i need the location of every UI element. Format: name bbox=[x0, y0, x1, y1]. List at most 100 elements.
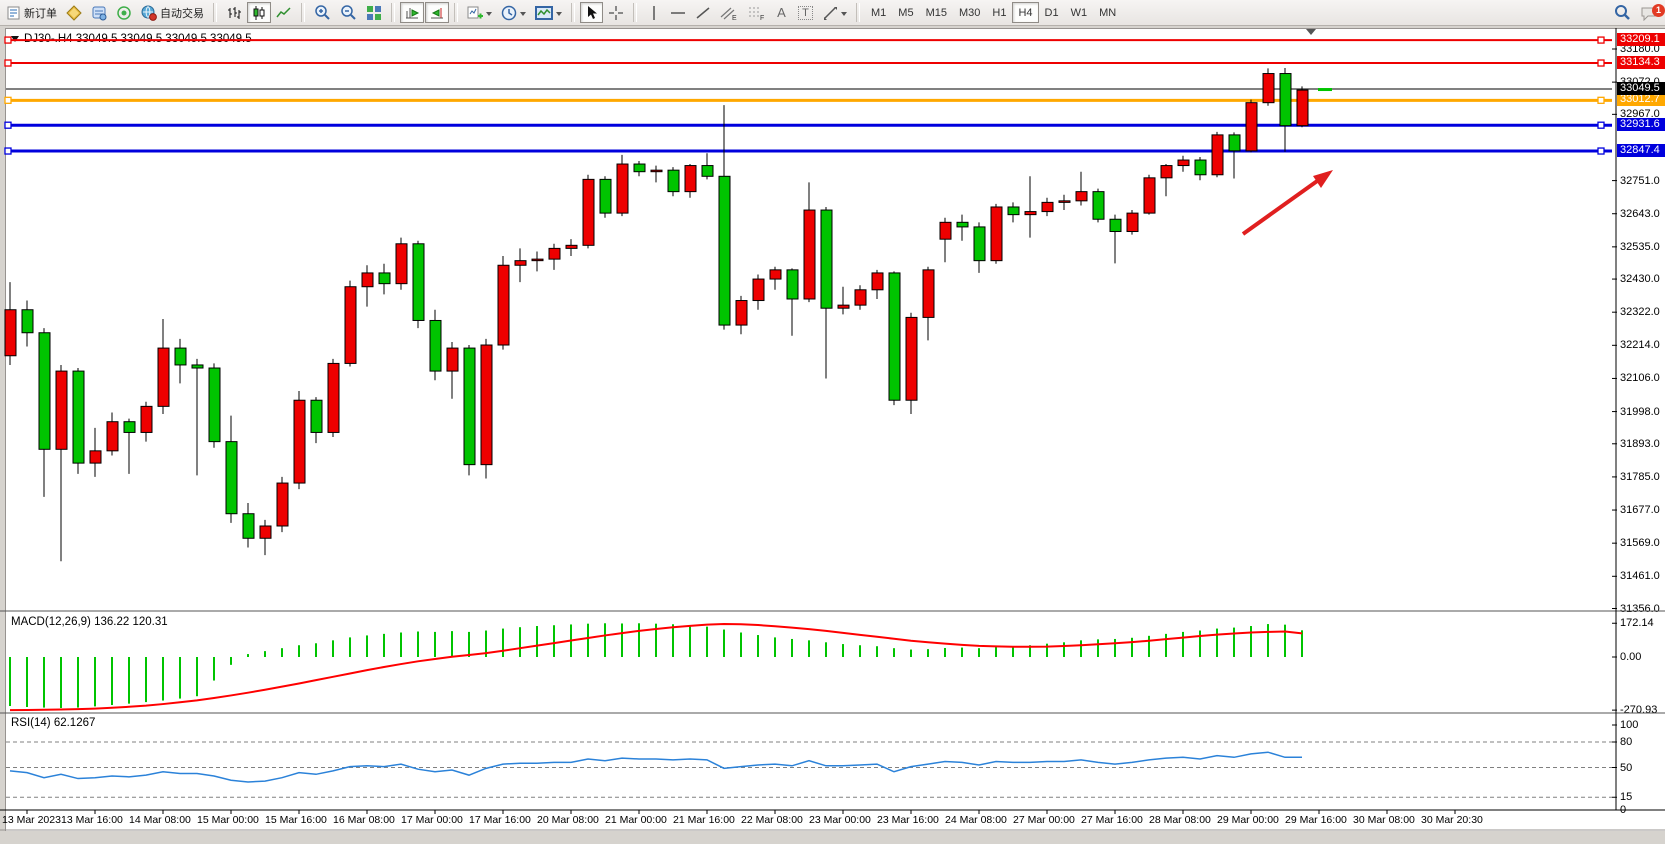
macd-axis-label: -270.93 bbox=[1620, 704, 1658, 717]
new-order-icon bbox=[7, 6, 21, 20]
time-axis-label: 24 Mar 08:00 bbox=[945, 814, 1007, 826]
rsi-axis-label: 0 bbox=[1620, 804, 1627, 816]
price-tick-label: 31677.0 bbox=[1620, 504, 1660, 517]
clock-icon bbox=[501, 5, 517, 21]
indicators-button[interactable] bbox=[531, 2, 566, 23]
fibonacci-tool-button[interactable]: F bbox=[743, 2, 769, 23]
timeframe-h1-button[interactable]: H1 bbox=[986, 2, 1012, 23]
vertical-line-tool-button[interactable] bbox=[642, 2, 665, 23]
time-axis-label: 20 Mar 08:00 bbox=[537, 814, 599, 826]
macd-axis-label: 172.14 bbox=[1620, 617, 1654, 630]
text-tool-button[interactable]: A bbox=[770, 2, 793, 23]
time-axis-label: 17 Mar 00:00 bbox=[401, 814, 463, 826]
svg-text:E: E bbox=[732, 15, 737, 21]
crosshair-tool-button[interactable] bbox=[604, 2, 628, 23]
search-button[interactable] bbox=[1610, 2, 1635, 23]
new-chart-icon bbox=[467, 5, 483, 21]
time-axis-label: 29 Mar 16:00 bbox=[1285, 814, 1347, 826]
new-order-button[interactable]: 新订单 bbox=[3, 2, 61, 23]
dropdown-caret-icon bbox=[486, 11, 492, 19]
signals-button[interactable] bbox=[112, 2, 136, 23]
time-axis-label: 30 Mar 20:30 bbox=[1421, 814, 1483, 826]
price-tick-label: 32535.0 bbox=[1620, 240, 1660, 253]
timeframe-m5-button[interactable]: M5 bbox=[892, 2, 919, 23]
rsi-axis-label: 15 bbox=[1620, 791, 1633, 804]
time-axis-label: 22 Mar 08:00 bbox=[741, 814, 803, 826]
periods-button[interactable] bbox=[497, 2, 530, 23]
cursor-tool-button[interactable] bbox=[580, 2, 603, 23]
price-line-badge: 32931.6 bbox=[1617, 118, 1665, 132]
market-watch-button[interactable] bbox=[62, 2, 86, 23]
timeframe-group: M1 M5 M15 M30 H1 H4 D1 W1 MN bbox=[865, 2, 1122, 23]
time-axis-label: 13 Mar 2023 bbox=[2, 814, 61, 826]
rsi-axis-label: 100 bbox=[1620, 719, 1639, 731]
new-chart-button[interactable] bbox=[463, 2, 496, 23]
time-axis-label: 23 Mar 16:00 bbox=[877, 814, 939, 826]
toolbar-separator bbox=[454, 3, 458, 22]
price-tick-label: 32430.0 bbox=[1620, 273, 1660, 286]
candlestick-chart-type-button[interactable] bbox=[247, 2, 271, 23]
toolbar-separator bbox=[571, 3, 575, 22]
timeframe-m15-button[interactable]: M15 bbox=[920, 2, 953, 23]
data-window-icon bbox=[91, 5, 107, 21]
dropdown-caret-icon bbox=[841, 11, 847, 19]
toolbar-separator bbox=[856, 3, 860, 22]
time-axis-label: 21 Mar 00:00 bbox=[605, 814, 667, 826]
line-chart-icon bbox=[276, 5, 292, 21]
one-click-trading-arrow-icon[interactable] bbox=[11, 36, 19, 46]
equidistant-channel-tool-button[interactable]: E bbox=[716, 2, 742, 23]
zoom-out-button[interactable] bbox=[336, 2, 361, 23]
time-axis-label: 29 Mar 00:00 bbox=[1217, 814, 1279, 826]
time-axis-label: 28 Mar 08:00 bbox=[1149, 814, 1211, 826]
text-label-icon: T bbox=[798, 5, 813, 20]
auto-scroll-button[interactable] bbox=[400, 2, 424, 23]
timeframe-mn-button[interactable]: MN bbox=[1093, 2, 1122, 23]
price-tick-label: 31893.0 bbox=[1620, 437, 1660, 450]
time-axis-label: 13 Mar 16:00 bbox=[61, 814, 123, 826]
dropdown-caret-icon bbox=[520, 11, 526, 19]
price-tick-label: 32322.0 bbox=[1620, 306, 1660, 319]
autotrading-label: 自动交易 bbox=[160, 7, 204, 20]
zoom-out-icon bbox=[340, 4, 357, 21]
toolbar-separator bbox=[301, 3, 305, 22]
time-axis-label: 27 Mar 00:00 bbox=[1013, 814, 1075, 826]
line-chart-type-button[interactable] bbox=[272, 2, 296, 23]
horizontal-line-icon bbox=[670, 6, 686, 20]
price-tick-label: 31356.0 bbox=[1620, 602, 1660, 615]
main-chart-plot-area[interactable] bbox=[5, 28, 1613, 610]
rsi-pane[interactable] bbox=[5, 714, 1613, 810]
arrows-icon bbox=[822, 5, 838, 21]
arrows-tool-button[interactable] bbox=[818, 2, 851, 23]
trendline-tool-button[interactable] bbox=[691, 2, 715, 23]
price-tick-label: 31461.0 bbox=[1620, 570, 1660, 583]
bar-chart-type-button[interactable] bbox=[222, 2, 246, 23]
trendline-icon bbox=[695, 5, 711, 21]
timeframe-m1-button[interactable]: M1 bbox=[865, 2, 892, 23]
timeframe-w1-button[interactable]: W1 bbox=[1065, 2, 1094, 23]
time-axis-label: 16 Mar 08:00 bbox=[333, 814, 395, 826]
text-label-tool-button[interactable]: T bbox=[794, 2, 817, 23]
time-axis-label: 15 Mar 16:00 bbox=[265, 814, 327, 826]
data-window-button[interactable] bbox=[87, 2, 111, 23]
search-icon bbox=[1614, 4, 1631, 21]
notifications-button[interactable]: 1 bbox=[1636, 2, 1665, 23]
timeframe-m30-button[interactable]: M30 bbox=[953, 2, 986, 23]
price-line-badge: 33209.1 bbox=[1617, 33, 1665, 47]
price-line-badge: 33134.3 bbox=[1617, 56, 1665, 70]
timeframe-h4-button[interactable]: H4 bbox=[1012, 2, 1039, 23]
zoom-in-button[interactable] bbox=[310, 2, 335, 23]
chart-shift-button[interactable] bbox=[425, 2, 449, 23]
timeframe-d1-button[interactable]: D1 bbox=[1039, 2, 1065, 23]
autotrading-button[interactable]: 自动交易 bbox=[137, 2, 208, 23]
horizontal-line-tool-button[interactable] bbox=[666, 2, 690, 23]
crosshair-icon bbox=[608, 5, 624, 21]
time-axis-label: 30 Mar 08:00 bbox=[1353, 814, 1415, 826]
price-tick-label: 31785.0 bbox=[1620, 470, 1660, 483]
time-axis-label: 14 Mar 08:00 bbox=[129, 814, 191, 826]
bid-price-badge: 33049.5 bbox=[1617, 82, 1665, 96]
macd-pane[interactable] bbox=[5, 613, 1613, 711]
text-tool-icon: A bbox=[777, 5, 786, 20]
tile-windows-button[interactable] bbox=[362, 2, 386, 23]
chart-title: DJ30-.H4 33049.5 33049.5 33049.5 33049.5 bbox=[11, 31, 252, 46]
